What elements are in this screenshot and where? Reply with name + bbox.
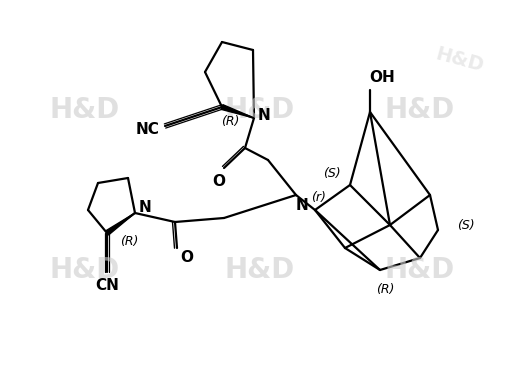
Text: H&D: H&D <box>433 45 486 76</box>
Text: NC: NC <box>136 123 160 138</box>
Text: H&D: H&D <box>225 96 295 124</box>
Text: OH: OH <box>369 70 395 85</box>
Text: H&D: H&D <box>50 256 120 284</box>
Text: (S): (S) <box>457 219 475 231</box>
Text: N: N <box>138 200 152 215</box>
Text: N: N <box>258 108 270 123</box>
Text: O: O <box>212 173 226 188</box>
Polygon shape <box>105 213 135 235</box>
Text: (S): (S) <box>323 166 341 180</box>
Text: H&D: H&D <box>385 256 455 284</box>
Text: CN: CN <box>95 278 119 293</box>
Text: (R): (R) <box>221 115 239 127</box>
Text: H&D: H&D <box>225 256 295 284</box>
Text: H&D: H&D <box>50 96 120 124</box>
Text: (R): (R) <box>120 234 138 247</box>
Text: N: N <box>296 197 308 212</box>
Polygon shape <box>221 105 254 118</box>
Text: H&D: H&D <box>385 96 455 124</box>
Text: O: O <box>180 250 194 265</box>
Text: (R): (R) <box>376 284 394 296</box>
Text: (r): (r) <box>311 192 325 204</box>
